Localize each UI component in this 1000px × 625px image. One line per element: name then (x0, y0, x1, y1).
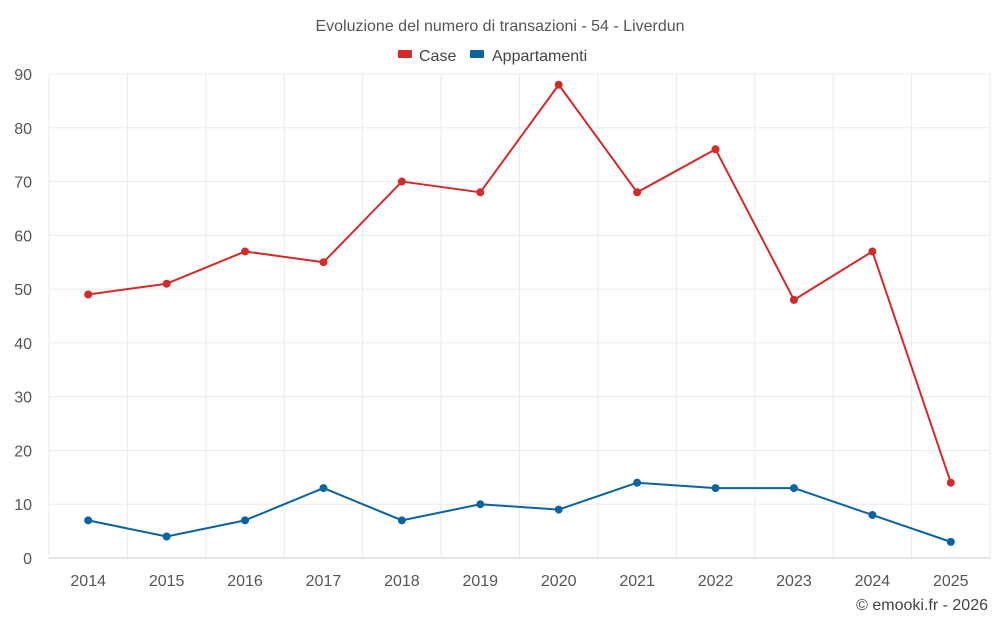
legend-item-appartamenti[interactable]: Appartamenti (470, 48, 587, 65)
x-tick-label: 2024 (855, 573, 891, 590)
axes: 0 10 20 30 40 50 60 70 80 90 2014 2015 2016 2017 2018 2… (14, 67, 990, 590)
data-point-appartamenti[interactable] (476, 500, 485, 509)
data-point-case[interactable] (476, 188, 485, 197)
grid (48, 73, 991, 558)
x-tick-label: 2023 (776, 573, 812, 590)
y-tick-label: 60 (14, 228, 32, 245)
y-tick-label: 0 (23, 551, 32, 568)
x-tick-label: 2016 (227, 573, 263, 590)
credit-text: © emooki.fr - 2026 (856, 597, 988, 614)
legend-swatch-case (398, 50, 412, 58)
y-tick-label: 20 (14, 443, 32, 460)
chart-title: Evoluzione del numero di transazioni - 5… (315, 18, 684, 35)
data-point-appartamenti[interactable] (397, 516, 406, 525)
legend: Case Appartamenti (398, 48, 587, 65)
data-point-case[interactable] (946, 478, 955, 487)
data-point-case[interactable] (397, 177, 406, 186)
legend-swatch-appartamenti (470, 50, 484, 58)
y-tick-label: 90 (14, 67, 32, 84)
x-tick-label: 2014 (70, 573, 106, 590)
data-point-case[interactable] (241, 247, 250, 256)
y-tick-label: 70 (14, 175, 32, 192)
data-point-case[interactable] (319, 258, 328, 267)
y-tick-label: 10 (14, 497, 32, 514)
x-tick-label: 2019 (462, 573, 498, 590)
y-tick-label: 50 (14, 282, 32, 299)
x-tick-label: 2020 (541, 573, 577, 590)
series (84, 80, 955, 546)
data-point-appartamenti[interactable] (789, 484, 798, 493)
data-point-appartamenti[interactable] (554, 505, 563, 514)
data-point-case[interactable] (162, 279, 171, 288)
data-point-appartamenti[interactable] (633, 478, 642, 487)
y-tick-label: 30 (14, 390, 32, 407)
data-point-appartamenti[interactable] (241, 516, 250, 525)
data-point-appartamenti[interactable] (84, 516, 93, 525)
data-point-appartamenti[interactable] (711, 484, 720, 493)
data-point-case[interactable] (554, 80, 563, 89)
data-point-appartamenti[interactable] (162, 532, 171, 541)
y-tick-label: 40 (14, 336, 32, 353)
legend-label-case: Case (419, 48, 456, 65)
data-point-case[interactable] (711, 145, 720, 154)
series-line-appartamenti (88, 481, 952, 543)
data-point-appartamenti[interactable] (946, 537, 955, 546)
series-line-case (88, 83, 952, 484)
data-point-case[interactable] (633, 188, 642, 197)
x-tick-label: 2017 (306, 573, 342, 590)
data-point-appartamenti[interactable] (868, 510, 877, 519)
x-tick-label: 2018 (384, 573, 420, 590)
data-point-case[interactable] (868, 247, 877, 256)
x-tick-label: 2021 (619, 573, 655, 590)
legend-item-case[interactable]: Case (398, 48, 456, 65)
x-tick-label: 2022 (698, 573, 734, 590)
x-tick-label: 2015 (149, 573, 185, 590)
data-point-appartamenti[interactable] (319, 484, 328, 493)
data-point-case[interactable] (789, 295, 798, 304)
x-tick-label: 2025 (933, 573, 969, 590)
legend-label-appartamenti: Appartamenti (492, 48, 587, 65)
y-tick-label: 80 (14, 121, 32, 138)
data-point-case[interactable] (84, 290, 93, 299)
